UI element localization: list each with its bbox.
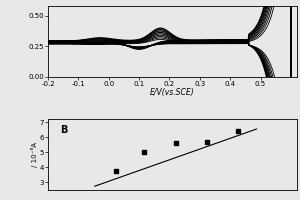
X-axis label: E/V(vs.SCE): E/V(vs.SCE)	[150, 88, 195, 97]
Text: B: B	[61, 125, 68, 135]
Point	[236, 129, 240, 132]
Point	[114, 170, 119, 173]
Point	[173, 141, 178, 145]
Point	[142, 150, 147, 153]
Y-axis label: / 10⁻⁶A: / 10⁻⁶A	[31, 142, 38, 167]
Point	[204, 140, 209, 143]
